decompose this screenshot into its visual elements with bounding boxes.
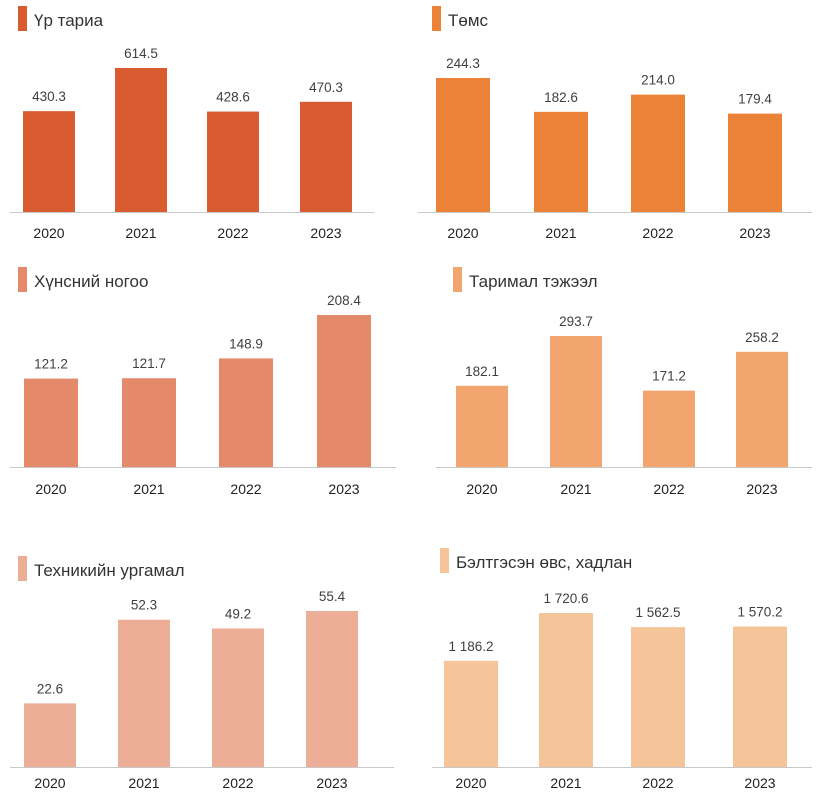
data-label: 214.0 [641, 73, 675, 88]
data-label: 258.2 [745, 330, 779, 345]
chart-title: Үр тариа [34, 11, 104, 30]
x-tick-label: 2021 [545, 225, 576, 241]
data-label: 121.2 [34, 357, 68, 372]
data-label: 293.7 [559, 314, 593, 329]
data-label: 1 570.2 [737, 604, 782, 619]
x-tick-label: 2023 [746, 481, 777, 497]
x-tick-label: 2021 [133, 481, 164, 497]
bar [122, 378, 176, 467]
chart-title-marker [440, 548, 449, 573]
bar [436, 78, 490, 212]
data-label: 148.9 [229, 336, 263, 351]
x-tick-label: 2023 [739, 225, 770, 241]
data-label: 428.6 [216, 90, 250, 105]
data-label: 1 186.2 [448, 639, 493, 654]
chart-title-marker [18, 6, 27, 31]
bar [643, 390, 695, 467]
chart-title-marker [453, 267, 462, 292]
data-label: 182.6 [544, 90, 578, 105]
data-label: 52.3 [131, 598, 157, 613]
x-tick-label: 2020 [33, 225, 64, 241]
data-label: 55.4 [319, 589, 346, 604]
chart-title: Төмс [448, 11, 489, 30]
chart-title: Техникийн ургамал [34, 561, 185, 580]
bar [212, 628, 264, 767]
bar [733, 626, 787, 767]
data-label: 614.5 [124, 46, 158, 61]
x-tick-label: 2023 [316, 775, 347, 791]
x-tick-label: 2023 [744, 775, 775, 791]
chart-title: Таримал тэжээл [469, 272, 598, 291]
bar [300, 101, 352, 212]
data-label: 470.3 [309, 80, 343, 95]
bar [534, 111, 588, 212]
bar [550, 336, 602, 467]
bar [24, 703, 76, 767]
x-tick-label: 2022 [642, 225, 673, 241]
bar [736, 351, 788, 467]
chart-title-marker [18, 556, 27, 581]
bar [444, 660, 498, 767]
data-label: 171.2 [652, 369, 686, 384]
data-label: 179.4 [738, 92, 772, 107]
x-tick-label: 2020 [34, 775, 65, 791]
chart-title-marker [432, 6, 441, 31]
bar [306, 611, 358, 767]
x-tick-label: 2022 [222, 775, 253, 791]
x-tick-label: 2021 [560, 481, 591, 497]
x-tick-label: 2021 [125, 225, 156, 241]
x-tick-label: 2021 [550, 775, 581, 791]
x-tick-label: 2023 [310, 225, 341, 241]
x-tick-label: 2022 [653, 481, 684, 497]
bar [539, 613, 593, 767]
x-tick-label: 2020 [455, 775, 486, 791]
x-tick-label: 2020 [35, 481, 66, 497]
bar [207, 111, 259, 212]
chart-title: Хүнсний ногоо [34, 272, 148, 291]
data-label: 1 562.5 [635, 605, 680, 620]
data-label: 430.3 [32, 89, 66, 104]
x-tick-label: 2023 [328, 481, 359, 497]
bar [317, 315, 371, 467]
data-label: 208.4 [327, 293, 361, 308]
x-tick-label: 2022 [642, 775, 673, 791]
bar [115, 68, 167, 212]
data-label: 182.1 [465, 364, 499, 379]
bar [456, 385, 508, 467]
bar [631, 627, 685, 767]
data-label: 121.7 [132, 356, 166, 371]
bar [631, 94, 685, 212]
chart-title-marker [18, 267, 27, 292]
data-label: 1 720.6 [543, 591, 588, 606]
data-label: 22.6 [37, 681, 63, 696]
bar [118, 619, 170, 767]
data-label: 244.3 [446, 56, 480, 71]
bar [728, 113, 782, 212]
bar [219, 358, 273, 467]
bar [23, 111, 75, 212]
bar [24, 378, 78, 467]
chart-title: Бэлтгэсэн өвс, хадлан [456, 553, 632, 572]
x-tick-label: 2022 [217, 225, 248, 241]
x-tick-label: 2020 [447, 225, 478, 241]
x-tick-label: 2021 [128, 775, 159, 791]
x-tick-label: 2022 [230, 481, 261, 497]
x-tick-label: 2020 [466, 481, 497, 497]
data-label: 49.2 [225, 606, 251, 621]
